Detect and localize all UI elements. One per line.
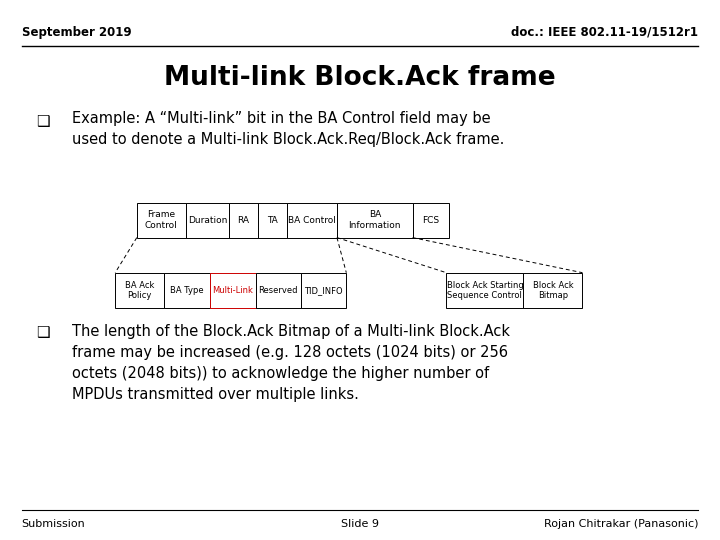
Text: Rojan Chitrakar (Panasonic): Rojan Chitrakar (Panasonic) [544,519,698,529]
Text: TID_INFO: TID_INFO [305,286,343,295]
Text: BA
Information: BA Information [348,211,401,229]
FancyBboxPatch shape [210,273,256,308]
Text: Multi-link Block.Ack frame: Multi-link Block.Ack frame [164,65,556,91]
Text: September 2019: September 2019 [22,26,131,39]
FancyBboxPatch shape [446,273,523,308]
FancyBboxPatch shape [413,202,449,238]
Text: TA: TA [267,215,277,225]
Text: BA Ack
Policy: BA Ack Policy [125,281,154,300]
Text: Block Ack Starting
Sequence Control: Block Ack Starting Sequence Control [446,281,523,300]
Text: RA: RA [238,215,249,225]
FancyBboxPatch shape [337,202,413,238]
Text: BA Type: BA Type [171,286,204,295]
FancyBboxPatch shape [115,273,164,308]
FancyBboxPatch shape [287,202,337,238]
Text: Slide 9: Slide 9 [341,519,379,529]
Text: Frame
Control: Frame Control [145,211,178,229]
FancyBboxPatch shape [258,202,287,238]
Text: ❑: ❑ [36,114,50,129]
Text: BA Control: BA Control [288,215,336,225]
Text: FCS: FCS [422,215,439,225]
Text: The length of the Block.Ack Bitmap of a Multi-link Block.Ack
frame may be increa: The length of the Block.Ack Bitmap of a … [72,324,510,402]
Text: Duration: Duration [188,215,227,225]
Text: ❑: ❑ [36,325,50,340]
FancyBboxPatch shape [256,273,301,308]
Text: Reserved: Reserved [258,286,298,295]
Text: Example: A “Multi-link” bit in the BA Control field may be
used to denote a Mult: Example: A “Multi-link” bit in the BA Co… [72,111,505,147]
Text: doc.: IEEE 802.11-19/1512r1: doc.: IEEE 802.11-19/1512r1 [511,26,698,39]
FancyBboxPatch shape [186,202,229,238]
Text: Block Ack
Bitmap: Block Ack Bitmap [533,281,573,300]
FancyBboxPatch shape [137,202,186,238]
FancyBboxPatch shape [164,273,210,308]
Text: Submission: Submission [22,519,86,529]
Text: Multi-Link: Multi-Link [212,286,253,295]
FancyBboxPatch shape [301,273,346,308]
FancyBboxPatch shape [523,273,582,308]
FancyBboxPatch shape [229,202,258,238]
